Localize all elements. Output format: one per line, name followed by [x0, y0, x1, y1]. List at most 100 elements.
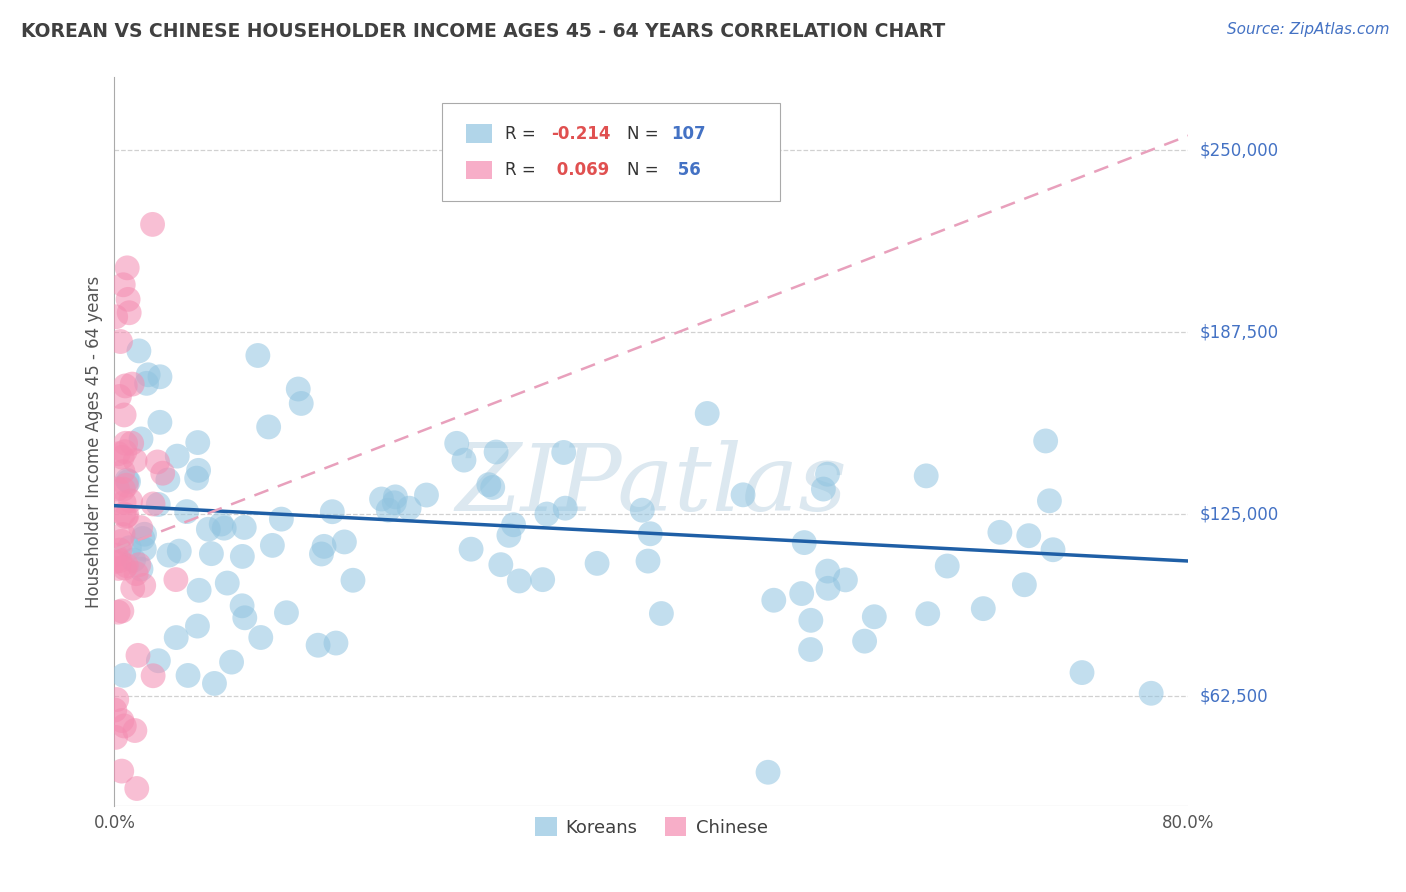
- Text: N =: N =: [627, 161, 664, 179]
- Point: [478, 477, 501, 491]
- Point: [156, 473, 179, 487]
- Point: [166, 449, 188, 463]
- Point: [1071, 665, 1094, 680]
- Point: [1014, 578, 1036, 592]
- Point: [177, 668, 200, 682]
- Point: [117, 475, 139, 489]
- Point: [287, 382, 309, 396]
- Point: [115, 558, 138, 573]
- FancyBboxPatch shape: [465, 161, 492, 179]
- Point: [149, 369, 172, 384]
- Point: [817, 582, 839, 596]
- Point: [186, 471, 208, 485]
- Point: [104, 548, 127, 562]
- Point: [148, 498, 170, 512]
- Point: [136, 368, 159, 382]
- Y-axis label: Householder Income Ages 45 - 64 years: Householder Income Ages 45 - 64 years: [86, 276, 103, 607]
- Point: [157, 548, 180, 562]
- Point: [200, 547, 222, 561]
- Point: [481, 480, 503, 494]
- Point: [212, 521, 235, 535]
- Point: [114, 561, 136, 575]
- Point: [115, 508, 138, 523]
- Point: [508, 574, 530, 588]
- Point: [290, 396, 312, 410]
- Point: [382, 496, 405, 510]
- Point: [1018, 529, 1040, 543]
- Point: [731, 488, 754, 502]
- Point: [460, 542, 482, 557]
- Point: [107, 482, 129, 496]
- Point: [118, 306, 141, 320]
- Point: [800, 613, 823, 627]
- Text: 0.069: 0.069: [551, 161, 610, 179]
- Point: [233, 520, 256, 534]
- Point: [115, 260, 138, 275]
- Point: [233, 611, 256, 625]
- Point: [489, 558, 512, 572]
- Point: [134, 542, 156, 557]
- Point: [104, 703, 127, 717]
- Point: [531, 573, 554, 587]
- Text: $250,000: $250,000: [1199, 141, 1278, 160]
- Point: [536, 507, 558, 521]
- Point: [553, 445, 575, 459]
- Point: [262, 538, 284, 552]
- Point: [186, 619, 208, 633]
- Point: [311, 547, 333, 561]
- Point: [152, 466, 174, 480]
- Point: [384, 490, 406, 504]
- Point: [117, 293, 139, 307]
- Point: [790, 586, 813, 600]
- Point: [485, 445, 508, 459]
- Point: [453, 453, 475, 467]
- Point: [146, 455, 169, 469]
- Point: [762, 593, 785, 607]
- Point: [915, 468, 938, 483]
- Point: [142, 669, 165, 683]
- Point: [105, 692, 128, 706]
- Point: [110, 534, 132, 549]
- Point: [221, 655, 243, 669]
- Text: $125,000: $125,000: [1199, 506, 1278, 524]
- Point: [321, 505, 343, 519]
- Text: Source: ZipAtlas.com: Source: ZipAtlas.com: [1226, 22, 1389, 37]
- Point: [128, 558, 150, 572]
- Point: [800, 642, 823, 657]
- Point: [307, 638, 329, 652]
- Point: [187, 435, 209, 450]
- Point: [498, 528, 520, 542]
- Point: [108, 543, 131, 558]
- Point: [988, 525, 1011, 540]
- Point: [114, 379, 136, 393]
- Point: [165, 573, 187, 587]
- Text: R =: R =: [505, 125, 541, 143]
- Point: [125, 566, 148, 581]
- Point: [142, 218, 165, 232]
- Point: [149, 415, 172, 429]
- Point: [114, 436, 136, 450]
- Point: [333, 535, 356, 549]
- Point: [936, 559, 959, 574]
- Point: [107, 561, 129, 575]
- Text: 107: 107: [672, 125, 706, 143]
- Point: [793, 535, 815, 549]
- Point: [554, 501, 576, 516]
- Point: [108, 554, 131, 568]
- Point: [637, 554, 659, 568]
- Point: [121, 581, 143, 595]
- Point: [249, 631, 271, 645]
- Point: [107, 447, 129, 461]
- Point: [169, 544, 191, 558]
- Point: [112, 719, 135, 733]
- Point: [112, 482, 135, 496]
- Point: [112, 527, 135, 541]
- Point: [270, 512, 292, 526]
- Point: [114, 509, 136, 524]
- Point: [142, 497, 165, 511]
- Point: [917, 607, 939, 621]
- Point: [834, 573, 856, 587]
- Text: $62,500: $62,500: [1199, 688, 1268, 706]
- Point: [231, 599, 253, 613]
- Point: [129, 432, 152, 446]
